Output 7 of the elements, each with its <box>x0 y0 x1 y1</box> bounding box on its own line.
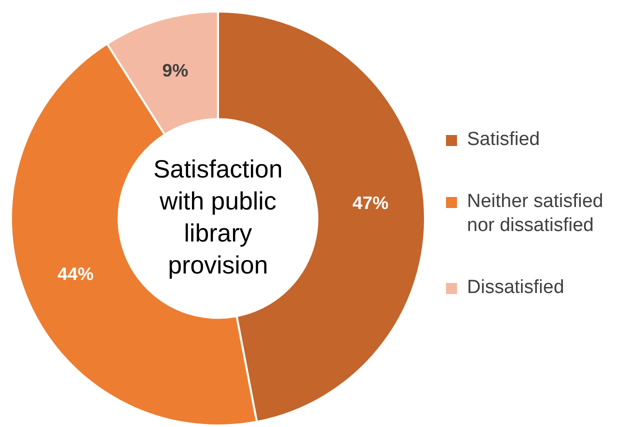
data-label: 47% <box>352 193 389 214</box>
data-label: 44% <box>58 264 94 284</box>
data-label: 9% <box>162 60 188 80</box>
legend-label: Satisfied <box>467 128 540 152</box>
text: Satisfaction with public library provision <box>153 155 283 280</box>
legend-label: Dissatisfied <box>467 276 564 300</box>
legend-label: Neither satisfied nor dissatisfied <box>467 190 604 238</box>
